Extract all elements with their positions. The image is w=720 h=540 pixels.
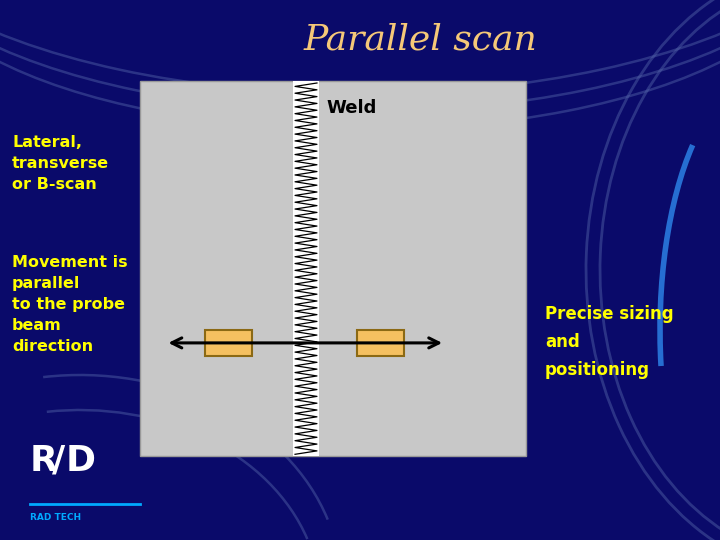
Text: Weld: Weld — [327, 99, 377, 117]
Bar — [357, 330, 404, 356]
Bar — [293, 81, 319, 456]
Text: /: / — [52, 444, 66, 478]
Bar — [205, 330, 252, 356]
Text: RAD TECH: RAD TECH — [30, 513, 81, 522]
Text: Movement is
parallel
to the probe
beam
direction: Movement is parallel to the probe beam d… — [12, 255, 127, 354]
Text: D: D — [66, 444, 96, 478]
Text: R: R — [30, 444, 58, 478]
Text: Precise sizing
and
positioning: Precise sizing and positioning — [545, 305, 674, 379]
Text: Lateral,
transverse
or B-scan: Lateral, transverse or B-scan — [12, 135, 109, 192]
Bar — [140, 81, 526, 456]
Text: Parallel scan: Parallel scan — [303, 23, 537, 57]
